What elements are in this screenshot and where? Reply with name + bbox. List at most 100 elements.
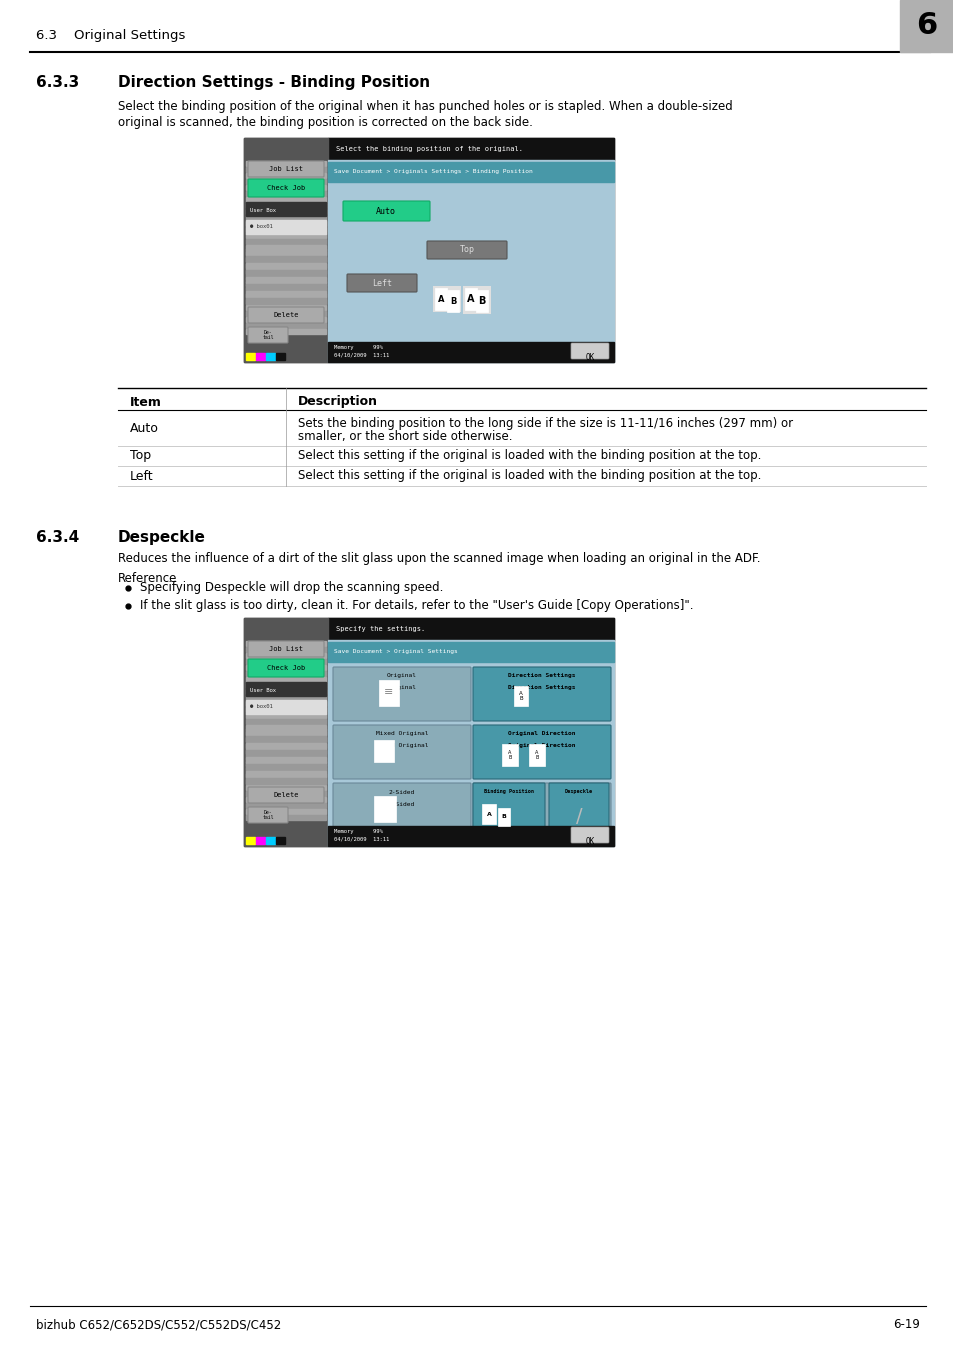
Bar — [246, 749, 326, 755]
Bar — [246, 167, 326, 171]
FancyBboxPatch shape — [473, 725, 610, 779]
Bar — [246, 288, 326, 292]
Bar — [328, 138, 614, 161]
Bar — [246, 771, 326, 778]
Bar — [246, 764, 326, 769]
Bar — [447, 290, 458, 312]
Bar — [246, 743, 326, 749]
Bar — [246, 251, 326, 256]
Bar — [246, 701, 326, 714]
Bar — [244, 618, 614, 846]
Text: 6.3    Original Settings: 6.3 Original Settings — [36, 30, 185, 42]
Text: Delete: Delete — [273, 312, 298, 319]
FancyBboxPatch shape — [248, 787, 324, 803]
Bar — [246, 837, 254, 844]
Bar — [246, 292, 326, 297]
Text: Sets the binding position to the long side if the size is 11-11/16 inches (297 m: Sets the binding position to the long si… — [297, 417, 792, 431]
Text: B: B — [477, 296, 485, 306]
Bar — [328, 826, 614, 846]
Bar — [435, 288, 447, 311]
FancyBboxPatch shape — [248, 641, 324, 657]
Bar — [246, 720, 326, 724]
Bar — [246, 298, 326, 304]
Bar — [246, 310, 326, 316]
Text: Reduces the influence of a dirt of the slit glass upon the scanned image when lo: Reduces the influence of a dirt of the s… — [118, 552, 760, 566]
Text: /: / — [575, 806, 581, 825]
Bar — [246, 688, 326, 694]
Bar — [328, 640, 614, 846]
Text: Original Direction: Original Direction — [508, 744, 576, 748]
Bar — [246, 277, 326, 284]
Bar — [246, 736, 326, 742]
Bar — [246, 352, 254, 360]
Text: Top: Top — [130, 450, 151, 463]
Bar — [246, 215, 326, 220]
Text: Description: Description — [297, 396, 377, 409]
Bar — [246, 713, 326, 718]
Text: 04/10/2009  13:11: 04/10/2009 13:11 — [334, 837, 389, 841]
Text: Auto: Auto — [375, 207, 395, 216]
Bar — [246, 701, 326, 706]
Bar — [244, 138, 328, 362]
FancyBboxPatch shape — [548, 783, 608, 837]
Text: 2-Sided: 2-Sided — [389, 802, 415, 806]
Text: Mixed Original: Mixed Original — [375, 744, 428, 748]
Bar — [246, 730, 326, 736]
Bar — [374, 740, 394, 761]
Bar — [246, 695, 326, 701]
Bar — [246, 209, 326, 215]
Text: Despeckle: Despeckle — [118, 531, 206, 545]
FancyBboxPatch shape — [333, 725, 471, 779]
Bar — [246, 239, 326, 244]
Bar — [246, 659, 326, 664]
Bar — [246, 671, 326, 676]
Bar — [246, 778, 326, 784]
Text: ● box01: ● box01 — [250, 705, 273, 710]
FancyBboxPatch shape — [347, 274, 416, 292]
Bar — [246, 809, 326, 814]
Text: Delete: Delete — [273, 792, 298, 798]
Bar — [246, 305, 326, 310]
Bar — [255, 352, 265, 360]
Bar — [246, 263, 326, 269]
Bar — [328, 162, 614, 182]
Bar — [246, 757, 326, 763]
Bar — [246, 284, 326, 290]
Text: B: B — [501, 814, 506, 819]
Bar — [246, 197, 326, 202]
Bar — [246, 641, 326, 647]
Text: If the slit glass is too dirty, clean it. For details, refer to the "User's Guid: If the slit glass is too dirty, clean it… — [140, 599, 693, 613]
Text: Left: Left — [372, 278, 392, 288]
Bar — [246, 329, 326, 333]
FancyBboxPatch shape — [248, 161, 324, 177]
Bar — [246, 275, 326, 279]
Text: Direction Settings: Direction Settings — [508, 686, 576, 690]
Text: ● box01: ● box01 — [250, 224, 273, 230]
Bar — [246, 256, 326, 262]
Text: A
B: A B — [518, 691, 522, 702]
Bar — [246, 234, 326, 238]
Bar — [246, 227, 326, 232]
Bar — [246, 784, 326, 790]
FancyBboxPatch shape — [571, 343, 608, 359]
Text: Save Document > Originals Settings > Binding Position: Save Document > Originals Settings > Bin… — [334, 170, 532, 174]
Text: Select this setting if the original is loaded with the binding position at the t: Select this setting if the original is l… — [297, 470, 760, 482]
FancyBboxPatch shape — [248, 306, 324, 323]
Text: Left: Left — [130, 470, 153, 482]
Bar — [246, 767, 326, 772]
Bar — [246, 202, 326, 208]
Bar — [497, 809, 510, 826]
Bar — [255, 837, 265, 844]
Text: OK: OK — [585, 837, 594, 846]
Bar — [246, 202, 326, 216]
Bar — [246, 676, 326, 682]
Bar — [246, 707, 326, 711]
Bar — [246, 161, 326, 166]
Bar — [246, 269, 326, 274]
Bar — [464, 288, 476, 311]
Bar — [476, 290, 488, 312]
Text: 6: 6 — [916, 12, 937, 40]
FancyBboxPatch shape — [248, 327, 288, 343]
Bar — [275, 352, 285, 360]
Text: De-
tail: De- tail — [262, 810, 274, 821]
